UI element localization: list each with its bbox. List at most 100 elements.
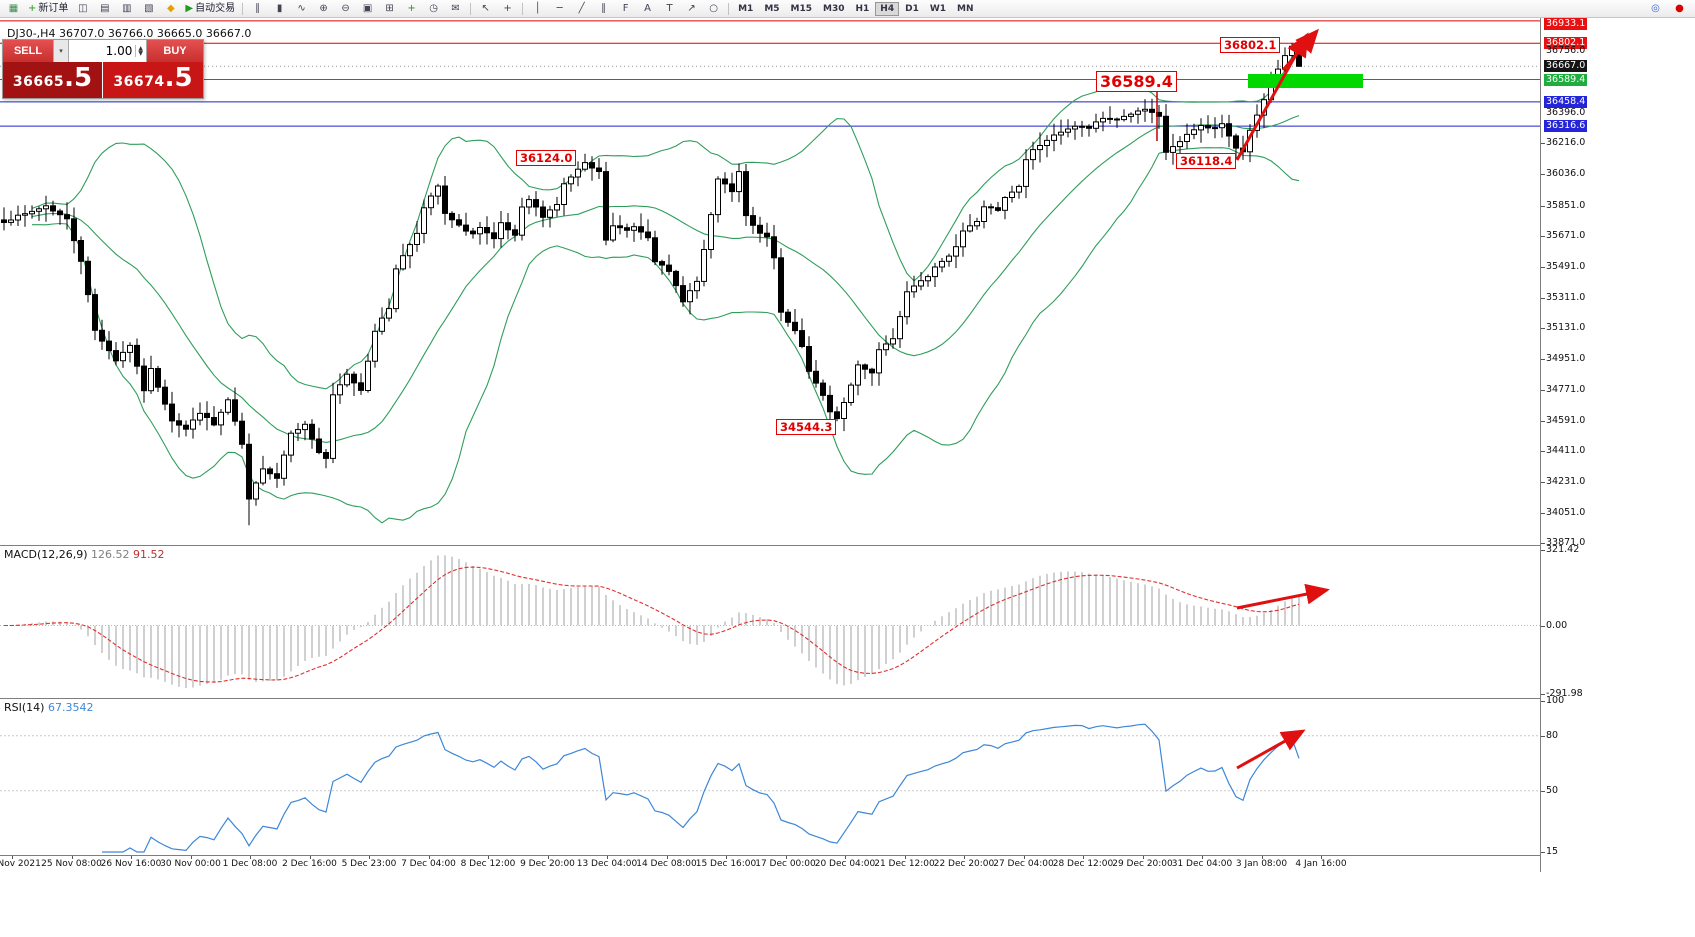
time-tick — [12, 856, 13, 859]
shapes-icon[interactable]: ○ — [703, 0, 724, 17]
vertical-line-icon[interactable]: │ — [527, 0, 548, 17]
data-window-icon[interactable]: ▥ — [116, 0, 137, 17]
time-axis-label: 3 Jan 08:00 — [1235, 859, 1288, 869]
record-icon[interactable]: ● — [1669, 0, 1690, 17]
fibonacci-icon[interactable]: F — [615, 0, 636, 17]
timeframe-m30[interactable]: M30 — [823, 3, 845, 14]
auto-trading-button[interactable]: ▶ 自动交易 — [182, 0, 238, 17]
toolbar-separator — [470, 2, 472, 15]
arrow-object-icon[interactable]: ↗ — [681, 0, 702, 17]
add-indicator-button[interactable]: + — [401, 0, 422, 17]
candlestick-chart-icon[interactable]: ▮ — [269, 0, 290, 17]
time-axis-label: 8 Dec 12:00 — [460, 859, 516, 869]
macd-label: MACD(12,26,9) 126.52 91.52 — [4, 548, 165, 561]
price-annotation: 36589.4 — [1096, 71, 1177, 92]
timeframe-m1[interactable]: M1 — [738, 3, 754, 14]
axis-label: 321.42 — [1546, 544, 1580, 556]
time-axis-label: 2 Dec 16:00 — [282, 859, 337, 869]
volume-dropdown-icon[interactable]: ▾ — [53, 40, 69, 62]
rsi-panel[interactable]: RSI(14) 67.3542 — [0, 699, 1540, 856]
toolbar-separator — [728, 2, 730, 15]
main-chart-panel[interactable]: DJ30-,H4 36707.0 36766.0 36665.0 36667.0… — [0, 18, 1540, 546]
volume-input[interactable]: 1.00 ▲ ▼ — [69, 40, 147, 62]
buy-button[interactable]: BUY — [147, 40, 203, 62]
axis-tick — [1541, 359, 1545, 361]
search-icon[interactable]: ◎ — [1645, 0, 1666, 17]
axis-label: 34591.0 — [1546, 414, 1586, 426]
trendline-icon[interactable]: ╱ — [571, 0, 592, 17]
timeframe-m15[interactable]: M15 — [790, 3, 813, 14]
new-order-button[interactable]: + 新订单 — [25, 0, 71, 17]
zoom-in-icon[interactable]: ⊕ — [313, 0, 334, 17]
zoom-out-icon[interactable]: ⊖ — [335, 0, 356, 17]
grid-icon: ⊞ — [385, 3, 394, 14]
horizontal-line-icon[interactable]: ─ — [549, 0, 570, 17]
time-tick — [488, 856, 489, 859]
favorites-icon[interactable]: ◆ — [160, 0, 181, 17]
cursor-icon[interactable]: ↖ — [475, 0, 496, 17]
line-chart-icon[interactable]: ∿ — [291, 0, 312, 17]
cursor-icon: ↖ — [481, 3, 490, 14]
fibonacci-icon: F — [622, 3, 629, 14]
axis-label: 35131.0 — [1546, 322, 1586, 334]
templates-icon[interactable]: ✉ — [445, 0, 466, 17]
grid-icon[interactable]: ⊞ — [379, 0, 400, 17]
market-watch-icon[interactable]: ▤ — [94, 0, 115, 17]
period-icon[interactable]: ◷ — [423, 0, 444, 17]
axis-label: 36458.4 — [1544, 95, 1588, 108]
tile-windows-icon[interactable]: ▣ — [357, 0, 378, 17]
terminal-icon[interactable]: ▧ — [138, 0, 159, 17]
price-axis[interactable]: 36933.1 36802.1 36756.0 36667.0 36589.4 36458… — [1540, 18, 1695, 872]
line-chart-icon: ∿ — [297, 3, 306, 14]
price-annotation: 36802.1 — [1220, 37, 1281, 53]
axis-label: 36316.6 — [1544, 120, 1588, 133]
timeframe-h1[interactable]: H1 — [855, 3, 870, 14]
time-axis-label: 31 Dec 04:00 — [1171, 859, 1233, 869]
time-tick — [1321, 856, 1322, 859]
label-icon[interactable]: T — [659, 0, 680, 17]
time-tick — [666, 856, 668, 859]
time-tick — [1202, 856, 1203, 859]
time-axis-label: 17 Dec 00:00 — [755, 859, 816, 869]
bar-chart-icon[interactable]: ∥ — [247, 0, 268, 17]
macd-canvas[interactable] — [0, 546, 1540, 698]
volume-spinner[interactable]: ▲ ▼ — [135, 45, 145, 57]
time-tick — [726, 856, 727, 859]
timeframe-h4[interactable]: H4 — [875, 1, 900, 16]
crosshair-icon[interactable]: + — [497, 0, 518, 17]
axis-label: 35491.0 — [1546, 260, 1586, 272]
chart-window-icon[interactable]: ◫ — [72, 0, 93, 17]
axis-label: 36396.0 — [1546, 106, 1586, 118]
time-axis-label: 7 Dec 04:00 — [401, 859, 456, 869]
axis-tick — [1541, 693, 1545, 695]
timeframe-d1[interactable]: D1 — [905, 3, 919, 14]
time-axis-label: 14 Dec 08:00 — [636, 859, 697, 869]
time-axis-label: 13 Dec 04:00 — [576, 859, 638, 869]
add-indicator-icon: + — [407, 3, 416, 14]
axis-label: 36933.1 — [1544, 18, 1588, 30]
rsi-canvas[interactable] — [0, 699, 1540, 855]
timeframe-w1[interactable]: W1 — [929, 3, 947, 14]
timeframe-m5[interactable]: M5 — [764, 3, 780, 14]
axis-tick — [1541, 543, 1545, 545]
axis-label: 35671.0 — [1546, 230, 1586, 242]
auto-trading-button-label: 自动交易 — [195, 3, 236, 14]
new-chart-button[interactable]: ▦ — [3, 0, 24, 17]
buy-price[interactable]: 36674.5 — [103, 62, 203, 98]
channel-icon[interactable]: ∥ — [593, 0, 614, 17]
text-icon[interactable]: A — [637, 0, 658, 17]
crosshair-icon: + — [503, 3, 512, 14]
ohlc-header: DJ30-,H4 36707.0 36766.0 36665.0 36667.0 — [7, 27, 252, 40]
period-icon: ◷ — [429, 3, 438, 14]
time-axis-label: 29 Dec 20:00 — [1112, 859, 1173, 869]
price-annotation: 36124.0 — [516, 150, 577, 166]
macd-panel[interactable]: MACD(12,26,9) 126.52 91.52 — [0, 546, 1540, 699]
one-click-trading-panel: SELL ▾ 1.00 ▲ ▼ BUY 36665.5 36674.5 — [2, 39, 204, 99]
sell-button[interactable]: SELL — [3, 40, 53, 62]
timeframe-mn[interactable]: MN — [957, 3, 974, 14]
zoom-out-icon: ⊖ — [341, 3, 350, 14]
time-axis-label: 22 Dec 20:00 — [933, 859, 995, 869]
main-chart-canvas[interactable] — [0, 18, 1540, 545]
sell-price[interactable]: 36665.5 — [3, 62, 103, 98]
